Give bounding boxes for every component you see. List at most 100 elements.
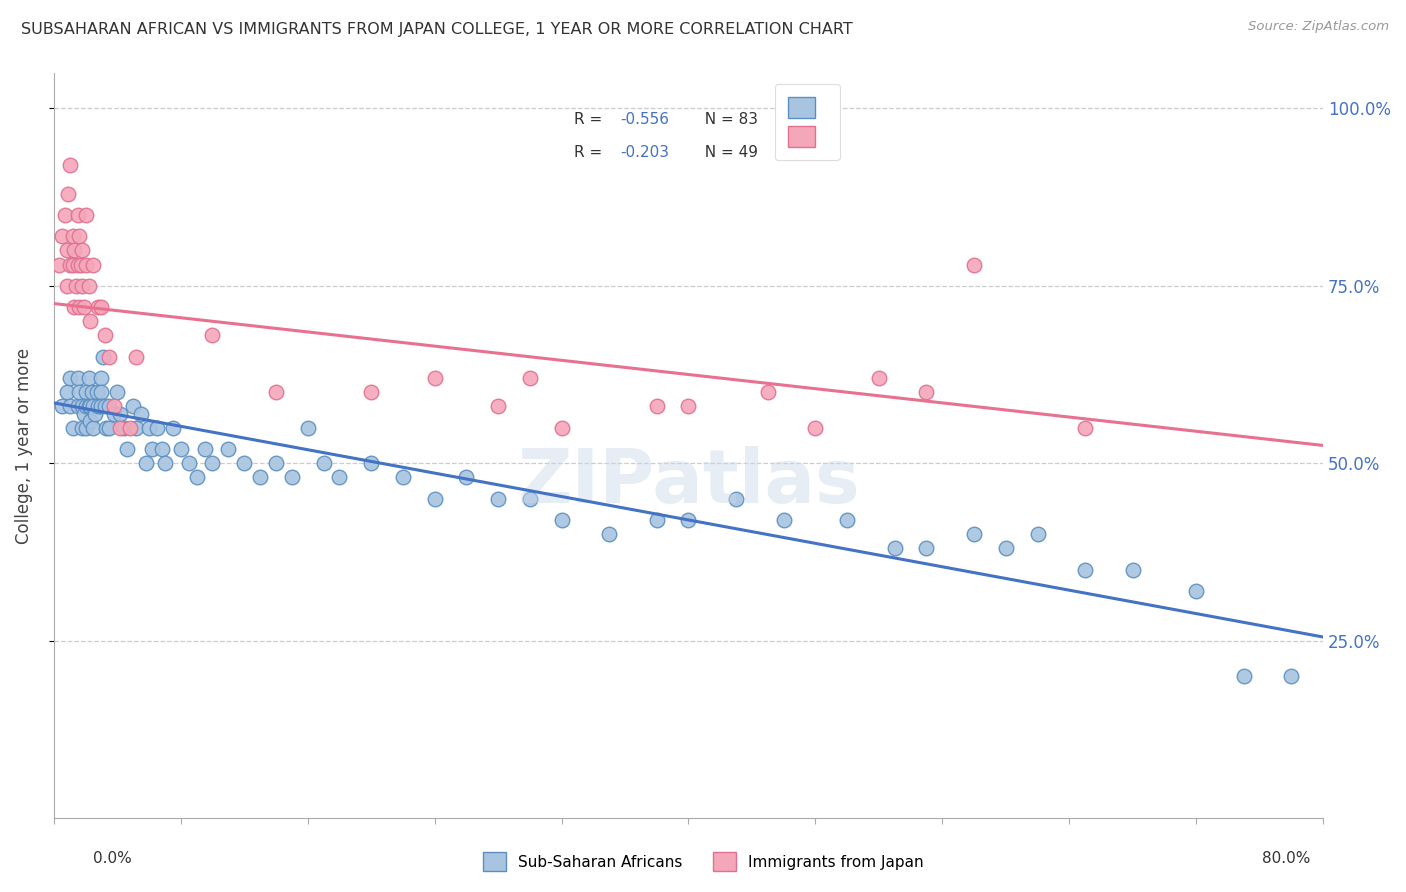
Point bbox=[96, 421, 118, 435]
Point bbox=[115, 442, 138, 456]
Text: 80.0%: 80.0% bbox=[1263, 851, 1310, 865]
Point bbox=[72, 278, 94, 293]
Point bbox=[201, 328, 224, 343]
Point bbox=[1279, 669, 1302, 683]
Point bbox=[66, 258, 89, 272]
Point bbox=[392, 470, 415, 484]
Point bbox=[59, 400, 82, 414]
Point bbox=[281, 470, 304, 484]
Point bbox=[135, 456, 157, 470]
Text: -0.556: -0.556 bbox=[620, 112, 669, 127]
Point bbox=[110, 407, 132, 421]
Point bbox=[91, 350, 114, 364]
Point bbox=[77, 278, 100, 293]
Point bbox=[98, 400, 121, 414]
Point bbox=[328, 470, 350, 484]
Point bbox=[110, 421, 132, 435]
Point bbox=[83, 421, 105, 435]
Point bbox=[98, 350, 121, 364]
Point bbox=[423, 371, 446, 385]
Point bbox=[297, 421, 319, 435]
Point bbox=[868, 371, 890, 385]
Point bbox=[519, 371, 541, 385]
Point bbox=[48, 258, 70, 272]
Point bbox=[519, 491, 541, 506]
Point bbox=[87, 300, 110, 314]
Text: R =: R = bbox=[574, 145, 607, 161]
Point bbox=[883, 541, 905, 556]
Point bbox=[550, 421, 572, 435]
Point bbox=[93, 328, 115, 343]
Point bbox=[201, 456, 224, 470]
Point bbox=[645, 400, 668, 414]
Point bbox=[80, 385, 103, 400]
Point bbox=[87, 400, 110, 414]
Point bbox=[837, 513, 859, 527]
Point bbox=[62, 421, 84, 435]
Point bbox=[193, 442, 215, 456]
Point bbox=[217, 442, 239, 456]
Point bbox=[90, 371, 112, 385]
Point bbox=[122, 400, 145, 414]
Point bbox=[66, 400, 89, 414]
Point bbox=[83, 258, 105, 272]
Point bbox=[423, 491, 446, 506]
Point bbox=[77, 400, 100, 414]
Point bbox=[186, 470, 208, 484]
Point bbox=[150, 442, 173, 456]
Point bbox=[67, 229, 90, 244]
Point bbox=[963, 258, 986, 272]
Point bbox=[90, 385, 112, 400]
Point bbox=[360, 385, 382, 400]
Point bbox=[75, 258, 97, 272]
Point bbox=[51, 229, 73, 244]
Point bbox=[51, 400, 73, 414]
Point bbox=[84, 407, 107, 421]
Y-axis label: College, 1 year or more: College, 1 year or more bbox=[15, 347, 32, 543]
Point bbox=[75, 208, 97, 222]
Point bbox=[53, 208, 76, 222]
Point bbox=[486, 400, 509, 414]
Point bbox=[456, 470, 478, 484]
Point bbox=[162, 421, 184, 435]
Point bbox=[79, 414, 101, 428]
Point bbox=[73, 407, 96, 421]
Point bbox=[90, 400, 112, 414]
Point bbox=[69, 258, 91, 272]
Point bbox=[170, 442, 193, 456]
Point bbox=[153, 456, 176, 470]
Point bbox=[103, 400, 125, 414]
Point bbox=[678, 400, 700, 414]
Point bbox=[62, 258, 84, 272]
Point bbox=[67, 385, 90, 400]
Point bbox=[486, 491, 509, 506]
Point bbox=[59, 258, 82, 272]
Point bbox=[56, 186, 79, 201]
Point bbox=[645, 513, 668, 527]
Point bbox=[1233, 669, 1256, 683]
Point bbox=[73, 300, 96, 314]
Point bbox=[59, 158, 82, 172]
Point bbox=[233, 456, 256, 470]
Point bbox=[598, 527, 620, 541]
Point bbox=[1185, 583, 1208, 598]
Point bbox=[93, 400, 115, 414]
Point bbox=[105, 385, 128, 400]
Point bbox=[264, 385, 287, 400]
Point bbox=[66, 371, 89, 385]
Point bbox=[141, 442, 163, 456]
Text: SUBSAHARAN AFRICAN VS IMMIGRANTS FROM JAPAN COLLEGE, 1 YEAR OR MORE CORRELATION : SUBSAHARAN AFRICAN VS IMMIGRANTS FROM JA… bbox=[21, 22, 853, 37]
Point bbox=[756, 385, 779, 400]
Point bbox=[1074, 421, 1097, 435]
Point bbox=[75, 385, 97, 400]
Point bbox=[1026, 527, 1049, 541]
Point bbox=[98, 421, 121, 435]
Point bbox=[66, 208, 89, 222]
Point bbox=[915, 385, 938, 400]
Point bbox=[678, 513, 700, 527]
Point bbox=[86, 385, 108, 400]
Point bbox=[55, 385, 77, 400]
Point bbox=[312, 456, 335, 470]
Point bbox=[994, 541, 1017, 556]
Point bbox=[72, 421, 94, 435]
